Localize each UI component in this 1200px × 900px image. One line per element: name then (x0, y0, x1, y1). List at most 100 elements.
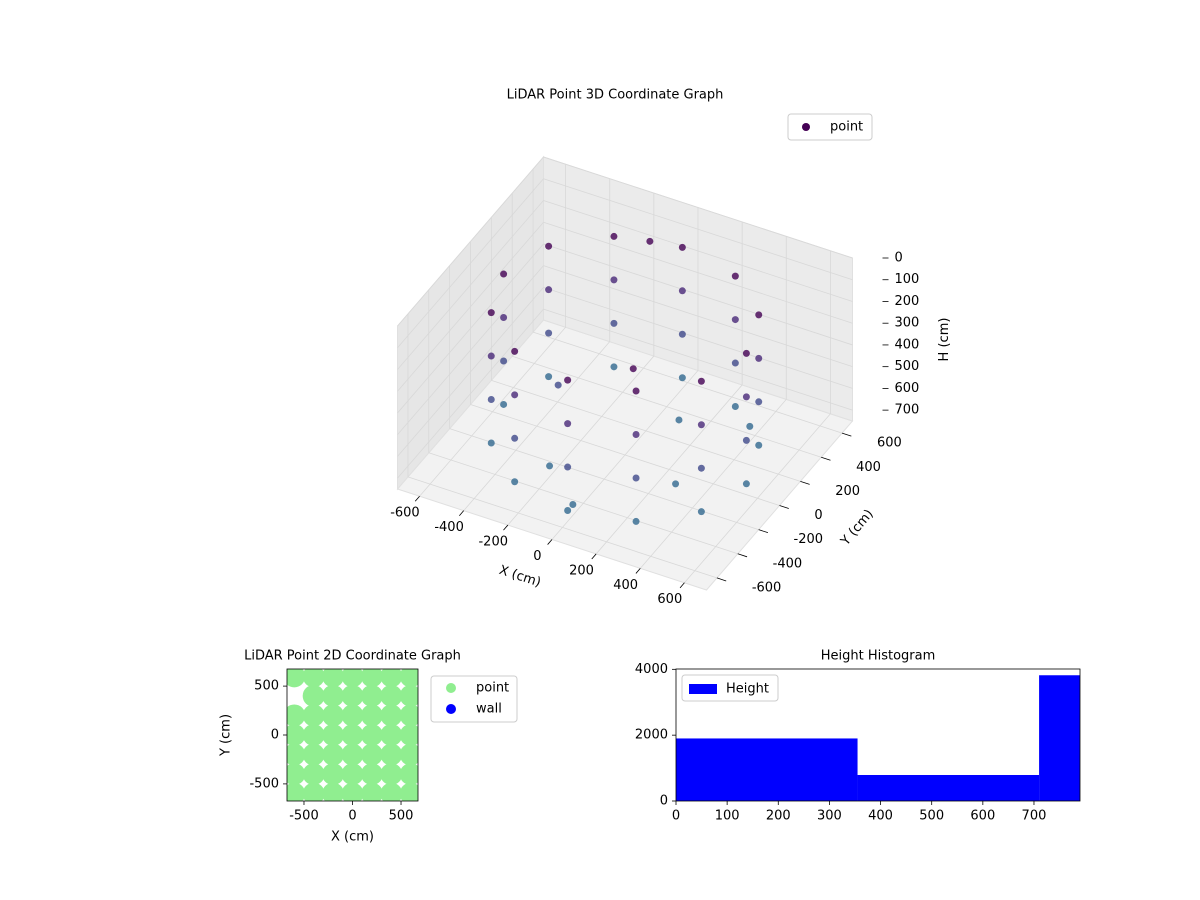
point (632, 474, 640, 482)
point (360, 782, 383, 801)
point (287, 724, 306, 746)
point (678, 243, 686, 251)
tick-mark (679, 582, 685, 589)
point (322, 684, 345, 707)
point (287, 763, 306, 786)
z-tick-label: 100 (895, 272, 920, 287)
point (399, 704, 418, 727)
point (302, 724, 325, 746)
point (569, 500, 577, 508)
tick-mark (821, 456, 831, 461)
y-tick-label: 600 (877, 436, 902, 451)
plot-area (287, 669, 418, 801)
x-tick-label: 100 (715, 809, 740, 824)
z-tick-label: 200 (895, 294, 920, 309)
legend-label: point (476, 681, 509, 696)
point (672, 480, 680, 488)
x-tick-label: 0 (672, 809, 680, 824)
x-tick-label: -500 (289, 809, 319, 824)
point (564, 420, 572, 428)
point (545, 286, 553, 294)
z-axis-label: H (cm) (937, 318, 952, 362)
point (742, 480, 750, 488)
z-tick-label: 500 (895, 359, 920, 374)
point (487, 439, 495, 447)
point (322, 782, 345, 801)
point (742, 349, 750, 357)
point (545, 242, 553, 250)
x-tick-label: 300 (817, 809, 842, 824)
point (341, 743, 364, 766)
grid-line (543, 178, 853, 281)
bar (676, 738, 858, 801)
point (302, 743, 325, 766)
y-tick-label: 2000 (635, 728, 668, 743)
point (322, 743, 345, 766)
grid-line (543, 308, 853, 411)
point (564, 507, 572, 515)
x-tick-label: 0 (533, 549, 541, 564)
point (646, 237, 654, 245)
y-tick-label: 0 (660, 794, 668, 809)
grid-line (543, 221, 853, 324)
point (302, 684, 325, 707)
tick-mark (800, 480, 810, 485)
z-tick-label: 600 (895, 381, 920, 396)
point (545, 373, 553, 381)
point (302, 763, 325, 786)
grid-line (397, 200, 544, 370)
point (678, 330, 686, 338)
grid-line (397, 308, 544, 479)
grid-line (397, 287, 544, 457)
point (742, 436, 750, 444)
point (564, 463, 572, 471)
grid-line (543, 265, 853, 368)
grid-line (428, 452, 738, 555)
point (546, 462, 554, 470)
point (500, 357, 508, 365)
point (746, 422, 754, 430)
x-tick-label: 400 (613, 578, 638, 593)
point (500, 270, 508, 278)
point (360, 669, 383, 688)
point (697, 421, 705, 429)
tick-mark (591, 553, 597, 560)
x-tick-label: 400 (868, 809, 893, 824)
x-tick-label: 600 (970, 809, 995, 824)
point (399, 724, 418, 746)
point (610, 232, 618, 240)
x-axis-label: X (cm) (331, 830, 374, 845)
point (302, 782, 325, 801)
point (380, 724, 403, 746)
x-tick-label: -200 (478, 534, 508, 549)
z-tick-label: 300 (895, 316, 920, 331)
legend-patch (689, 684, 717, 694)
point (697, 377, 705, 385)
tick-mark (758, 529, 769, 534)
tick-mark (459, 510, 465, 516)
legend-label: wall (476, 702, 502, 717)
point (380, 669, 403, 688)
legend-marker (446, 704, 456, 714)
point (399, 684, 418, 707)
tick-mark (503, 524, 509, 531)
point (341, 684, 364, 707)
point (341, 669, 364, 688)
point (564, 376, 572, 384)
grid-line (397, 178, 544, 348)
y-tick-label: 0 (271, 728, 279, 743)
y-tick-label: 0 (814, 508, 822, 523)
point (487, 309, 495, 317)
z-tick-label: 400 (895, 337, 920, 352)
point (487, 352, 495, 360)
point (380, 684, 403, 707)
grid-line (397, 243, 544, 414)
point (511, 391, 519, 399)
grid-line (449, 428, 759, 531)
y-axis-label: Y (cm) (219, 714, 234, 757)
tick-mark (841, 432, 852, 437)
point (399, 743, 418, 766)
point (380, 763, 403, 786)
point (697, 508, 705, 516)
grid-line (397, 221, 544, 392)
